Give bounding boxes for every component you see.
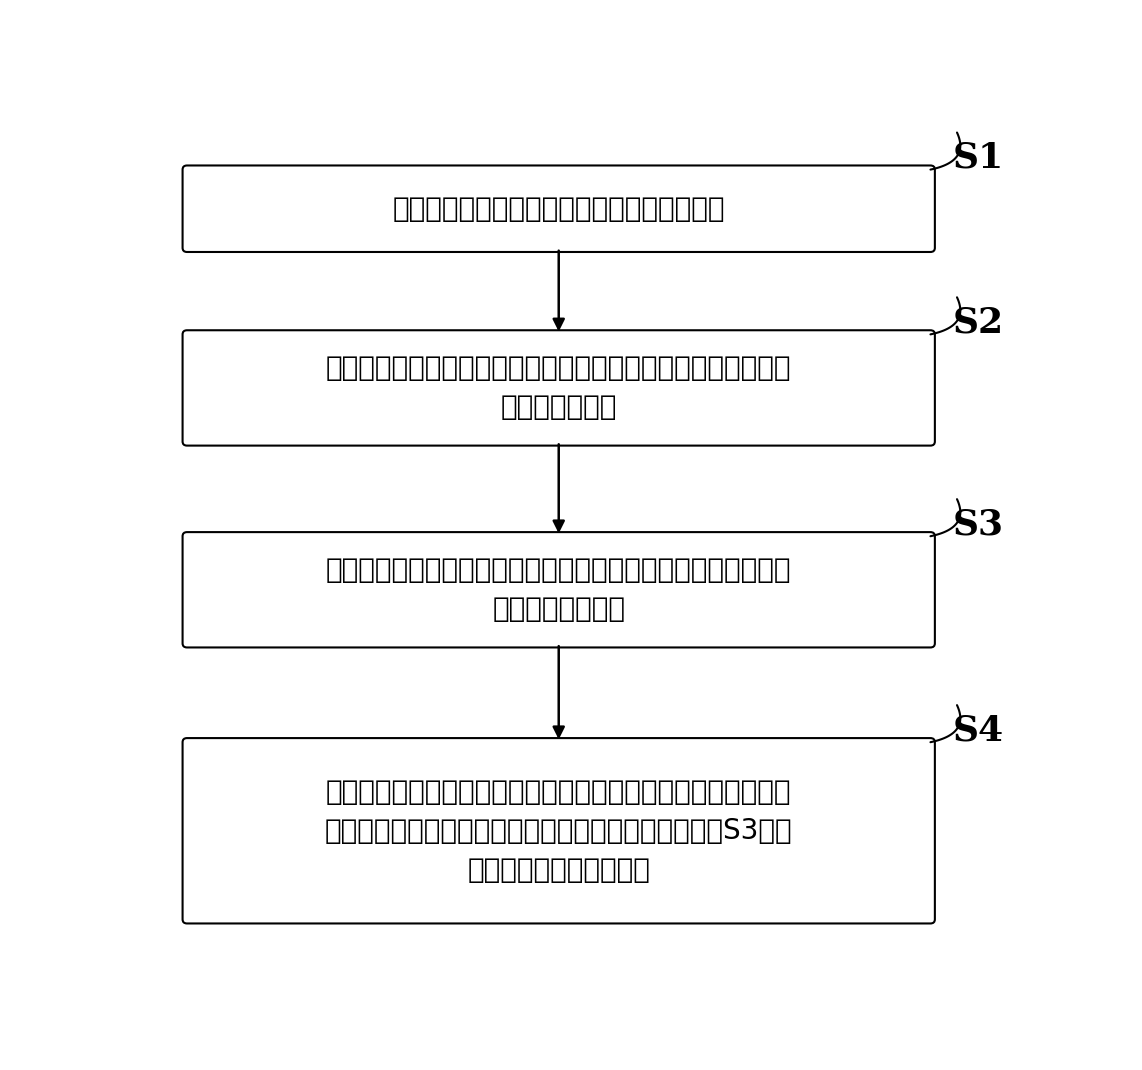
Text: S4: S4	[952, 714, 1004, 747]
FancyBboxPatch shape	[183, 166, 935, 251]
Text: 实时采集清洗后工件表面的图像，利用图像处理算法对工件表面
清洗情况进行检测，如果不满足预设要求，则返回步骤S3，直
至检测结果满足预设要求: 实时采集清洗后工件表面的图像，利用图像处理算法对工件表面 清洗情况进行检测，如果…	[325, 778, 793, 884]
Text: 获取待清洗工件的三维形状并确定待清洗区域: 获取待清洗工件的三维形状并确定待清洗区域	[393, 195, 725, 223]
Text: S1: S1	[952, 141, 1004, 174]
Text: 选择各个激光头的工艺参数，各个激光头沿运动轨迹运动并发出
激光清洗工件表面: 选择各个激光头的工艺参数，各个激光头沿运动轨迹运动并发出 激光清洗工件表面	[325, 556, 791, 624]
Text: S2: S2	[952, 306, 1004, 339]
Text: 根据待清洗工件的三维形状及待清洗区域确定各个激光头的运动
轨迹及扫描方式: 根据待清洗工件的三维形状及待清洗区域确定各个激光头的运动 轨迹及扫描方式	[325, 354, 791, 422]
FancyBboxPatch shape	[183, 532, 935, 647]
FancyBboxPatch shape	[183, 331, 935, 445]
Text: S3: S3	[952, 507, 1004, 541]
FancyBboxPatch shape	[183, 738, 935, 923]
